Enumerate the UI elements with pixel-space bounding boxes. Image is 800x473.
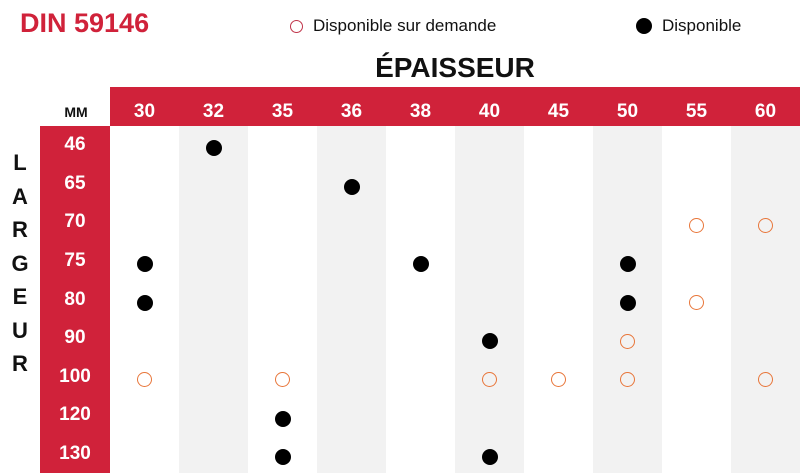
row-header-120: 120 <box>59 404 91 426</box>
column-header-55: 55 <box>685 101 708 122</box>
on-demand-dot-70-60 <box>758 218 773 233</box>
on-demand-dot-100-35 <box>275 372 290 388</box>
on-demand-dot-100-45 <box>551 372 566 388</box>
available-dot-130-35 <box>274 449 291 466</box>
on-demand-dot-90-50 <box>620 333 635 349</box>
row-header-90: 90 <box>64 327 86 349</box>
legend-on-demand-label: Disponible sur demande <box>313 16 497 35</box>
column-header-36: 36 <box>340 101 363 122</box>
row-header-80: 80 <box>64 288 86 310</box>
available-dot-90-40 <box>481 333 498 350</box>
on-demand-dot-70-55 <box>689 218 704 233</box>
available-dot-65-36 <box>343 178 360 195</box>
available-dot-130-40 <box>481 449 498 466</box>
row-header-46: 46 <box>64 134 86 156</box>
available-dot-46-32 <box>205 140 222 157</box>
legend-available: Disponible <box>636 15 741 37</box>
width-title-letter: E <box>12 284 28 309</box>
column-header-60: 60 <box>754 101 777 122</box>
width-header-column <box>40 126 110 473</box>
column-header-32: 32 <box>202 101 225 122</box>
open-circle-icon <box>290 19 303 33</box>
column-header-40: 40 <box>478 101 501 122</box>
on-demand-dot-100-40 <box>482 372 497 388</box>
page-title: DIN 59146 <box>20 8 150 38</box>
available-dot-80-50 <box>619 294 636 311</box>
width-title-letter: R <box>12 217 28 242</box>
column-header-30: 30 <box>133 101 156 122</box>
on-demand-dot-80-55 <box>689 295 704 311</box>
column-stripe-40 <box>455 126 524 473</box>
width-title-letter: A <box>12 183 28 209</box>
width-title-letter: G <box>11 250 29 276</box>
row-header-130: 130 <box>59 443 91 465</box>
row-header-65: 65 <box>64 172 86 194</box>
available-dot-75-38 <box>412 256 429 273</box>
row-header-75: 75 <box>64 250 86 272</box>
available-dot-75-50 <box>619 256 636 273</box>
on-demand-dot-100-60 <box>758 372 773 388</box>
column-header-50: 50 <box>616 101 639 122</box>
thickness-header-row: 30 32 35 36 38 40 45 50 55 60 <box>110 87 800 126</box>
thickness-title: ÉPAISSEUR <box>375 52 535 83</box>
column-stripe-32 <box>179 126 248 473</box>
available-dot-120-35 <box>274 410 291 427</box>
filled-circle-icon <box>636 18 652 34</box>
unit-label: MM <box>64 104 88 120</box>
available-dot-80-30 <box>136 294 153 311</box>
width-title-letter: L <box>13 150 27 175</box>
on-demand-dot-100-30 <box>137 372 152 388</box>
width-title-letter: R <box>12 351 28 376</box>
column-stripe-60 <box>731 126 800 473</box>
legend-on-demand: Disponible sur demande <box>290 15 496 37</box>
legend-available-label: Disponible <box>662 16 742 35</box>
column-header-38: 38 <box>409 101 432 122</box>
row-header-100: 100 <box>59 365 91 387</box>
width-title-letter: U <box>12 317 28 343</box>
column-header-45: 45 <box>547 101 570 122</box>
on-demand-dot-100-50 <box>620 372 635 388</box>
available-dot-75-30 <box>136 256 153 273</box>
row-header-70: 70 <box>64 211 86 233</box>
column-header-35: 35 <box>271 101 294 122</box>
